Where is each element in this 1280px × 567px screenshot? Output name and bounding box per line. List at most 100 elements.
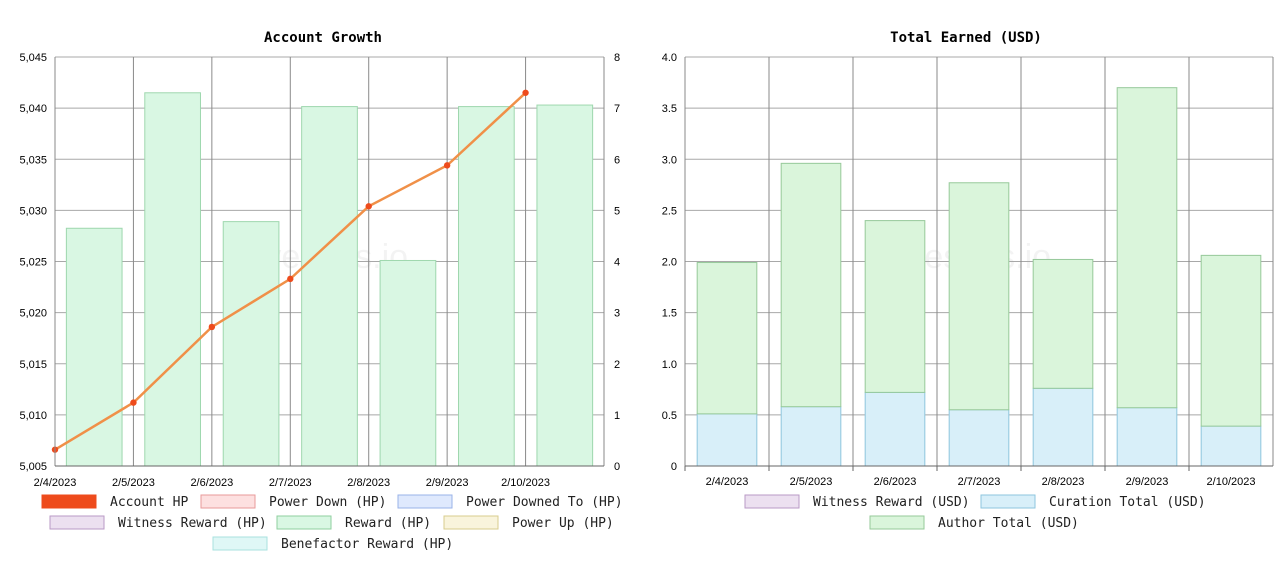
total-earned-axes: 0 0.5 1.0 1.5 2.0 2.5 3.0 3.5 4.0 2/4/2023 2/5/202… [662,52,1274,488]
y-left-tick-label: 5,005 [19,461,47,473]
x-tick-label: 2/9/2023 [426,477,469,489]
curation-total-bar [780,406,842,467]
legend-swatch [49,515,105,530]
x-tick-label: 2/7/2023 [269,477,312,489]
account-growth-title: Account Growth [264,30,382,46]
legend-label: Benefactor Reward (HP) [281,537,453,552]
reward-hp-bar [222,221,280,467]
x-tick-label: 2/5/2023 [112,477,155,489]
x-tick-label: 2/10/2023 [501,477,550,489]
reward-hp-bar [65,227,123,467]
y-left-tick-label: 5,015 [19,359,47,371]
account-hp-point [130,399,137,406]
y-tick-label: 4.0 [662,52,677,64]
author-total-bar [780,162,842,408]
account-growth-line [51,89,529,453]
author-total-bar [1200,254,1262,427]
legend-label: Reward (HP) [345,516,431,531]
y-right-tick-label: 7 [614,103,620,115]
curation-total-bar [864,391,926,467]
total-earned-legend: Witness Reward (USD) Curation Total (USD)… [744,494,1206,531]
account-growth-bars [65,92,594,467]
y-right-tick-label: 0 [614,461,620,473]
legend-swatch [869,515,925,530]
account-hp-point [365,203,372,210]
legend-swatch [41,494,97,509]
account-growth-legend: Account HP Power Down (HP) Power Downed To… [41,494,623,552]
reward-hp-bar [458,106,515,467]
y-tick-label: 1.0 [662,359,677,371]
y-tick-label: 0 [671,461,677,473]
legend-label: Author Total (USD) [938,516,1079,531]
x-tick-label: 2/4/2023 [706,476,749,488]
y-right-tick-label: 4 [614,257,620,269]
reward-hp-bar [301,106,358,467]
legend-swatch [744,494,800,509]
author-total-bar [948,182,1010,411]
legend-label: Curation Total (USD) [1049,495,1206,510]
y-left-tick-label: 5,020 [19,308,47,320]
legend-label: Account HP [110,495,188,510]
x-tick-label: 2/8/2023 [347,477,390,489]
total-earned-bars [696,87,1262,467]
legend-swatch [276,515,332,530]
author-total-bar [696,262,758,415]
y-right-tick-label: 3 [614,308,620,320]
legend-label: Power Down (HP) [269,495,386,510]
y-right-tick-label: 2 [614,359,620,371]
account-growth-axes: 5,005 5,010 5,015 5,020 5,025 5,030 5,035 5,040… [19,52,620,489]
y-right-tick-label: 1 [614,410,620,422]
y-left-tick-label: 5,025 [19,257,47,269]
account-hp-point [443,162,451,169]
reward-hp-bar [536,104,594,467]
author-total-bar [1116,87,1178,409]
x-tick-label: 2/9/2023 [1126,476,1169,488]
x-tick-label: 2/4/2023 [34,477,77,489]
y-tick-label: 2.5 [662,205,677,217]
legend-label: Witness Reward (HP) [118,516,267,531]
x-tick-label: 2/6/2023 [190,477,233,489]
reward-hp-bar [144,92,201,467]
y-tick-label: 3.5 [662,103,677,115]
legend-label: Power Downed To (HP) [466,495,623,510]
account-hp-point [522,89,529,96]
legend-label: Witness Reward (USD) [813,495,970,510]
x-tick-label: 2/7/2023 [958,476,1001,488]
y-right-tick-label: 5 [614,205,620,217]
y-left-tick-label: 5,030 [19,205,47,217]
curation-total-bar [948,409,1010,467]
x-tick-label: 2/8/2023 [1042,476,1085,488]
total-earned-title: Total Earned (USD) [890,30,1042,46]
x-tick-label: 2/10/2023 [1207,476,1256,488]
y-tick-label: 0.5 [662,410,677,422]
y-left-tick-label: 5,010 [19,410,47,422]
account-growth-chart: Account Growth hivestats.io 5,0055,0105,… [19,30,622,552]
author-total-bar [1032,258,1094,389]
legend-swatch [397,494,453,509]
legend-swatch [443,515,499,530]
account-hp-point [287,275,294,283]
account-hp-point [208,323,216,331]
y-left-tick-label: 5,040 [19,103,47,115]
legend-swatch [980,494,1036,509]
y-tick-label: 3.0 [662,154,677,166]
curation-total-bar [1200,425,1262,467]
legend-swatch [212,536,268,551]
y-tick-label: 1.5 [662,308,677,320]
y-right-tick-label: 6 [614,154,620,166]
x-tick-label: 2/5/2023 [790,476,833,488]
x-tick-label: 2/6/2023 [874,476,917,488]
curation-total-bar [1116,407,1178,467]
reward-hp-bar [379,259,437,467]
legend-swatch [200,494,256,509]
author-total-bar [864,220,926,393]
y-tick-label: 2.0 [662,257,677,269]
total-earned-chart: Total Earned (USD) hivestats.io 00.51.01… [662,30,1274,531]
curation-total-bar [1032,387,1094,467]
curation-total-bar [696,413,758,467]
y-right-tick-label: 8 [614,52,620,64]
legend-label: Power Up (HP) [512,516,614,531]
y-left-tick-label: 5,045 [19,52,47,64]
y-left-tick-label: 5,035 [19,154,47,166]
